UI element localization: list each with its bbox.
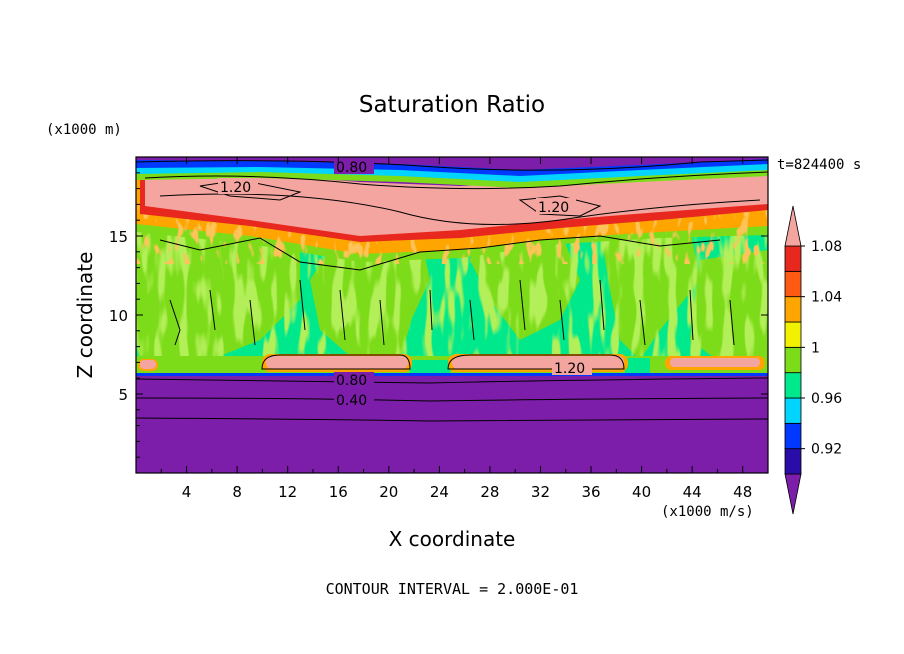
x-tick-label: 12: [278, 483, 297, 501]
lower-layer-cyan-gap2: [625, 358, 650, 374]
x-tick-label: 36: [581, 483, 600, 501]
y-axis-label: Z coordinate: [73, 252, 97, 379]
colorbar-min-triangle: [784, 473, 802, 515]
x-tick-label: 28: [480, 483, 499, 501]
x-tick-label: 44: [683, 483, 702, 501]
colorbar-bin: [784, 296, 802, 323]
x-tick-label: 4: [182, 483, 192, 501]
contour-label-040: 0.40: [336, 393, 367, 409]
colorbar-bin: [784, 397, 802, 424]
contour-label-080-top: 0.80: [336, 160, 367, 176]
footer-contour-interval: CONTOUR INTERVAL = 2.000E-01: [326, 580, 579, 598]
x-tick-label: 32: [531, 483, 550, 501]
colorbar-bin: [784, 346, 802, 374]
contour-labels: 0.80 1.20 1.20 1.20 0.80 0.40: [218, 158, 592, 409]
colorbar-label: 0.92: [811, 442, 842, 458]
time-label: t=824400 s: [777, 157, 861, 173]
x-axis-label: X coordinate: [389, 527, 516, 551]
colorbar-bin: [784, 270, 802, 298]
contour-label-080-low: 0.80: [336, 373, 367, 389]
y-tick-label: 10: [109, 307, 128, 325]
contour-label-120-b: 1.20: [538, 200, 569, 216]
colorbar-label: 1: [811, 340, 820, 356]
y-tick-label: 15: [109, 228, 128, 246]
x-tick-label: 40: [632, 483, 651, 501]
colorbar-label: 0.96: [811, 391, 842, 407]
colorbar-label: 1.04: [811, 290, 842, 306]
y-axis: 5 10 15: [109, 172, 768, 458]
x-unit-label: (x1000 m/s): [661, 504, 754, 520]
plot-area: 0.80 1.20 1.20 1.20 0.80 0.40: [136, 157, 768, 473]
colorbar-bin: [784, 422, 802, 450]
x-tick-label: 16: [329, 483, 348, 501]
y-unit-label: (x1000 m): [46, 122, 122, 138]
contour-label-120-c: 1.20: [554, 361, 585, 377]
x-tick-label: 48: [733, 483, 752, 501]
colorbar-bin: [784, 448, 802, 475]
x-tick-label: 24: [430, 483, 449, 501]
colorbar-label: 1.08: [811, 239, 842, 255]
x-tick-label: 8: [232, 483, 242, 501]
lower-layer-blue-edge: [136, 373, 768, 376]
colorbar-bin: [784, 321, 802, 348]
y-tick-label: 5: [118, 386, 128, 404]
lower-layer-cyan-gap: [410, 360, 450, 374]
colorbar-bin: [784, 372, 802, 399]
colorbar-max-triangle: [784, 205, 802, 247]
contour-label-120-a: 1.20: [220, 180, 251, 196]
colorbar-bin: [784, 245, 802, 272]
colorbar: 0.92 0.96 1 1.04 1.08: [784, 205, 842, 515]
x-axis: 4 8 12 16 20 24 28 32 36 40 44 48: [160, 157, 752, 501]
chart-title: Saturation Ratio: [359, 92, 545, 118]
upper-layer-pink: [145, 168, 768, 236]
x-tick-label: 20: [379, 483, 398, 501]
